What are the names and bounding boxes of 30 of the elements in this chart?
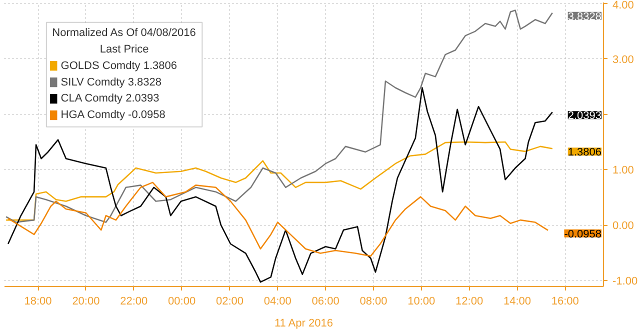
- y-tick-label: 4.00: [612, 0, 634, 12]
- legend-label: CLA Comdty 2.0393: [60, 92, 160, 105]
- line-series: [7, 182, 549, 257]
- x-tick-label: 06:00: [312, 296, 340, 308]
- y-tick-label: 1.00: [612, 164, 634, 177]
- x-tick-label: 18:00: [24, 296, 52, 308]
- text: 11 Apr 2016: [274, 318, 333, 330]
- data-label: 3.8328: [568, 10, 602, 23]
- x-tick-label: 00:00: [168, 296, 196, 308]
- data-label: -0.0958: [564, 228, 602, 240]
- legend-title: Normalized As Of 04/08/2016: [52, 26, 196, 39]
- line-series: [7, 87, 554, 283]
- x-tick-label: 14:00: [503, 296, 532, 308]
- x-tick-label: 12:00: [456, 296, 484, 308]
- legend-label: HGA Comdty -0.0958: [60, 109, 166, 122]
- y-tick-label: -1.00: [612, 275, 638, 288]
- y-tick-label: 3.00: [612, 54, 634, 66]
- legend-label: GOLDS Comdty 1.3806: [60, 60, 177, 72]
- x-tick-label: 02:00: [216, 296, 244, 308]
- text: Last Price: [100, 43, 149, 56]
- x-tick-label: 20:00: [72, 296, 100, 308]
- line-series: [5, 10, 554, 223]
- x-tick-label: 22:00: [120, 296, 148, 308]
- x-tick-label: 08:00: [360, 296, 388, 308]
- x-tick-label: 16:00: [551, 296, 579, 308]
- x-tick-label: 04:00: [264, 296, 292, 308]
- line-series: [5, 141, 554, 221]
- x-tick-label: 10:00: [408, 296, 436, 308]
- y-tick-label: 0.00: [612, 220, 634, 232]
- legend-label: SILV Comdty 3.8328: [60, 76, 162, 88]
